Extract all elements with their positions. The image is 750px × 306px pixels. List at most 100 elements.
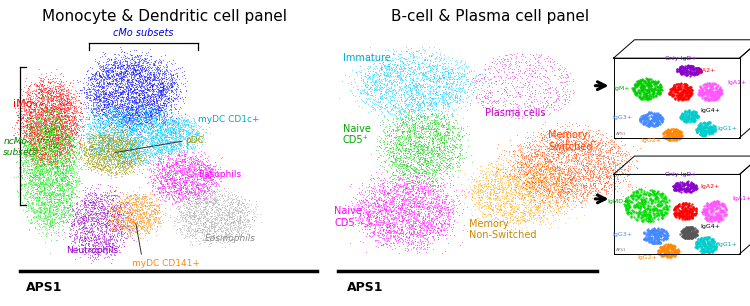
Point (46, 123, 58, 128)
Point (32, 156, 44, 161)
Point (104, 65, 116, 70)
Point (544, 181, 556, 186)
Point (560, 75, 572, 80)
Point (146, 118, 158, 123)
Point (43, 136, 55, 140)
Point (29, 148, 41, 153)
Point (166, 177, 178, 182)
Point (575, 183, 587, 188)
Point (540, 159, 552, 164)
Point (60, 174, 72, 179)
Point (186, 165, 198, 170)
Point (110, 79, 122, 84)
Point (637, 116, 649, 121)
Point (160, 104, 172, 109)
Point (30, 132, 42, 137)
Point (45, 109, 57, 114)
Point (136, 137, 148, 142)
Point (144, 110, 156, 115)
Point (398, 143, 410, 148)
Point (430, 129, 442, 133)
Point (106, 207, 118, 211)
Point (446, 221, 458, 226)
Point (82, 156, 94, 161)
Point (504, 163, 516, 168)
Point (398, 133, 410, 138)
Point (528, 180, 540, 185)
Point (676, 234, 688, 239)
Point (94, 125, 106, 129)
Point (129, 200, 141, 205)
Point (217, 225, 229, 230)
Point (158, 176, 170, 181)
Point (178, 215, 190, 220)
Point (35, 134, 47, 139)
Point (642, 121, 654, 126)
Point (71, 233, 83, 238)
Point (668, 83, 680, 88)
Point (436, 137, 448, 142)
Point (211, 228, 223, 233)
Point (112, 155, 124, 159)
Point (165, 101, 177, 106)
Point (146, 200, 158, 205)
Point (127, 168, 139, 173)
Point (93, 244, 105, 248)
Point (37, 139, 49, 144)
Point (508, 173, 520, 178)
Point (500, 71, 512, 76)
Point (685, 230, 697, 235)
Point (128, 161, 140, 166)
Point (696, 250, 708, 255)
Point (480, 169, 492, 174)
Point (569, 138, 581, 143)
Point (112, 85, 125, 90)
Point (644, 119, 656, 124)
Point (131, 209, 143, 214)
Point (82, 132, 94, 137)
Point (130, 197, 142, 202)
Point (386, 87, 398, 92)
Point (553, 174, 565, 179)
Point (196, 162, 208, 166)
Point (394, 133, 406, 138)
Point (102, 140, 114, 145)
Point (415, 127, 427, 132)
Point (122, 63, 134, 68)
Point (398, 61, 410, 66)
Point (408, 152, 420, 157)
Point (20, 131, 32, 136)
Point (538, 167, 550, 172)
Point (176, 158, 188, 163)
Point (174, 225, 186, 230)
Point (574, 160, 586, 165)
Point (242, 218, 254, 222)
Point (701, 203, 713, 208)
Point (497, 210, 509, 215)
Point (22, 89, 34, 94)
Point (148, 102, 160, 107)
Point (615, 191, 627, 196)
Point (89, 245, 101, 250)
Point (398, 98, 410, 103)
Point (436, 199, 448, 203)
Point (711, 84, 723, 88)
Point (38, 108, 50, 113)
Point (105, 149, 117, 154)
Point (74, 220, 86, 225)
Point (427, 147, 439, 152)
Point (64, 152, 76, 157)
Point (645, 83, 657, 88)
Point (457, 99, 469, 104)
Point (686, 114, 698, 118)
Point (55, 207, 67, 212)
Point (165, 171, 177, 176)
Point (110, 147, 122, 151)
Point (88, 134, 100, 139)
Point (382, 65, 394, 70)
Point (471, 79, 483, 84)
Point (102, 116, 114, 121)
Point (48, 105, 60, 110)
Point (220, 206, 232, 211)
Point (43, 129, 55, 134)
